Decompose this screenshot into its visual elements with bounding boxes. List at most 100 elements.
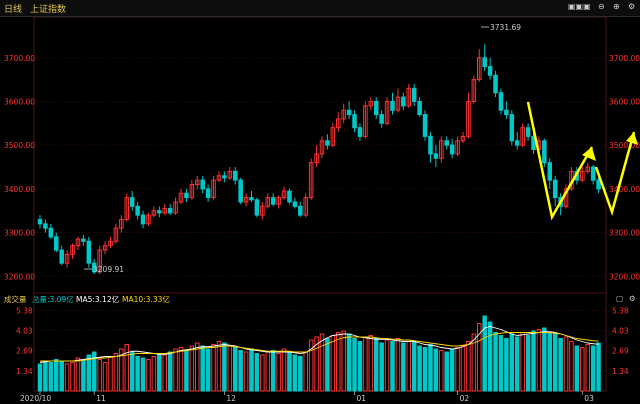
candle: [227, 167, 233, 181]
volume-bar: [75, 357, 81, 392]
volume-bar: [135, 356, 140, 392]
volume-tick-right: 2.69: [612, 347, 629, 356]
volume-bar: [37, 363, 43, 392]
candle-body: [346, 109, 352, 116]
volume-collapse-icon[interactable]: ▢: [616, 294, 624, 303]
candle: [482, 44, 487, 71]
volume-bar: [205, 348, 211, 392]
candle-body: [129, 197, 135, 207]
layout-toggle-icon[interactable]: ▣▣▣: [568, 2, 591, 11]
candle-body: [428, 135, 433, 155]
volume-bar: [167, 351, 173, 392]
candle-body: [195, 179, 200, 185]
candle-body: [151, 210, 157, 216]
candle-body: [91, 262, 97, 273]
candle: [113, 223, 119, 244]
volume-bar: [406, 339, 412, 392]
candle: [368, 97, 374, 111]
volume-bar: [368, 335, 374, 392]
volume-bar: [54, 359, 59, 392]
candle-body: [401, 96, 406, 107]
candle-body: [547, 162, 553, 181]
volume-tick-right: 4.03: [612, 327, 629, 336]
candle: [319, 136, 325, 159]
volume-bar: [466, 341, 471, 392]
volume-bar: [569, 341, 574, 392]
volume-tick-left: 4.03: [16, 327, 33, 336]
candle-body: [379, 114, 384, 124]
candle-body: [308, 162, 314, 199]
candle: [303, 193, 308, 218]
candle: [525, 123, 531, 141]
candles: [37, 44, 601, 275]
candle-body: [59, 249, 64, 264]
candle: [487, 57, 493, 80]
ma10-line: [40, 332, 599, 362]
candle-body: [525, 127, 531, 137]
volume-bar: [265, 351, 271, 392]
volume-bar: [270, 350, 276, 392]
volume-header: 成交量 总量:3.09亿 MA5:3.12亿 MA10:3.33亿 ▢ ⚙: [0, 293, 640, 305]
candle: [119, 215, 124, 233]
settings-icon[interactable]: ⚙: [628, 2, 636, 11]
candlestick-chart[interactable]: 3700.00 3600.00 3500.00 3400.00 3300.00 3200.…: [0, 17, 640, 293]
volume-bar: [184, 350, 189, 392]
price-tick-left: 3700.00: [4, 54, 35, 63]
zoom-out-icon[interactable]: ⊖: [598, 2, 605, 11]
period-label[interactable]: 日线: [4, 5, 23, 15]
candle-body: [482, 57, 487, 68]
volume-bar: [514, 336, 520, 392]
volume-bar: [195, 342, 200, 392]
candle-body: [455, 140, 460, 155]
candle-body: [276, 197, 281, 205]
candle-body: [303, 197, 308, 216]
candle-body: [184, 192, 189, 199]
candle-body: [232, 170, 238, 181]
price-tick-left: 3500.00: [4, 141, 35, 150]
low-annotation: 3209.91: [84, 265, 124, 274]
candle: [542, 138, 547, 168]
date-tick: 02: [460, 394, 470, 403]
candle: [146, 212, 151, 227]
candle-body: [298, 205, 303, 216]
candle: [433, 145, 439, 168]
candle: [91, 258, 97, 275]
volume-bar: [81, 360, 86, 392]
volume-bar: [401, 342, 406, 392]
volume-bar: [140, 357, 146, 392]
volume-bar: [102, 362, 108, 392]
candle: [205, 184, 211, 202]
candle-body: [173, 201, 178, 214]
candle: [466, 92, 471, 139]
volume-bar: [509, 333, 515, 392]
volume-bar: [455, 347, 460, 392]
candle: [184, 188, 189, 202]
candle-body: [113, 227, 119, 242]
volume-chart[interactable]: 5.38 5.38 4.03 4.03 2.69 2.69 1.34 1.34 2020/10…: [0, 293, 640, 404]
candle-body: [102, 245, 108, 251]
candle-body: [265, 197, 271, 207]
candle-body: [86, 240, 92, 264]
candle-body: [373, 100, 379, 116]
zoom-in-icon[interactable]: ⊕: [613, 2, 620, 11]
volume-bar: [417, 345, 422, 392]
volume-bar: [379, 342, 384, 392]
candle-body: [64, 253, 70, 264]
candle-body: [200, 179, 205, 190]
candle-body: [585, 166, 590, 172]
volume-bar: [162, 354, 167, 392]
candle-body: [254, 199, 260, 216]
candle-body: [471, 79, 477, 102]
candle: [531, 132, 536, 154]
volume-settings-icon[interactable]: ⚙: [629, 294, 636, 303]
volume-bar: [276, 353, 281, 392]
candle-body: [205, 188, 211, 199]
candle: [48, 223, 54, 240]
candle: [167, 204, 173, 216]
candle-body: [157, 210, 162, 214]
date-axis: 2020/10 11 12 01 02 03: [20, 391, 594, 403]
candle-body: [433, 153, 439, 159]
symbol-label[interactable]: 上证指数: [30, 5, 67, 15]
volume-bar: [482, 315, 487, 392]
candle-body: [363, 105, 368, 137]
